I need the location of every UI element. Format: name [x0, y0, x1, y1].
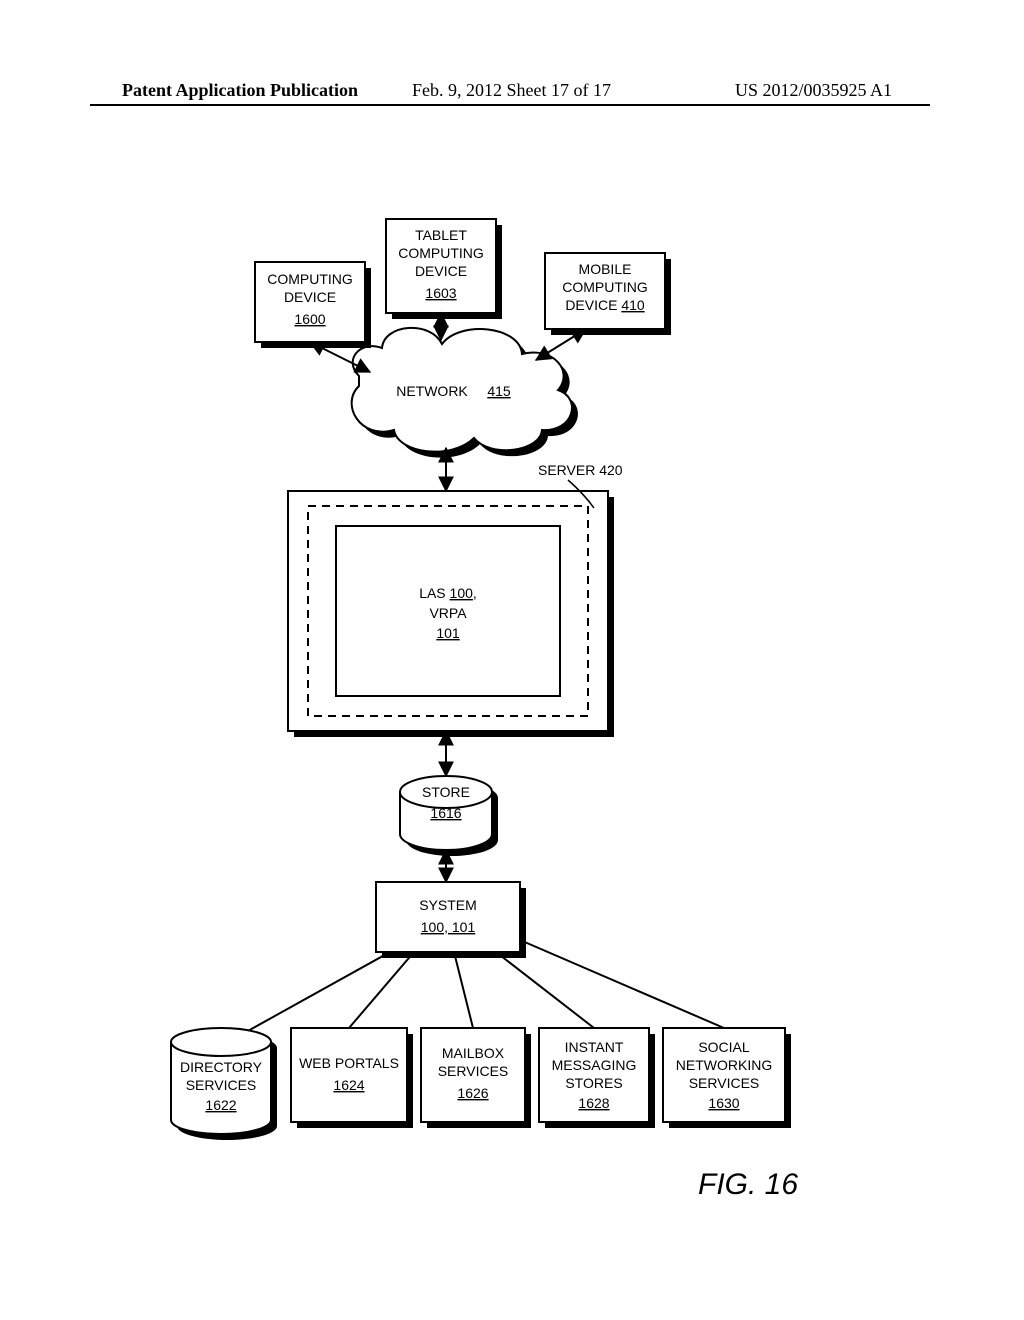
edge-system-web: [349, 952, 414, 1028]
social-line-0: SOCIAL: [698, 1039, 750, 1055]
im-ref: 1628: [578, 1095, 609, 1111]
im-line-2: STORES: [565, 1075, 622, 1091]
network-label: NETWORK: [396, 383, 468, 399]
dir-line-1: SERVICES: [186, 1077, 257, 1093]
server-content-line-0: LAS 100,: [419, 585, 477, 601]
system-label: SYSTEM: [419, 897, 477, 913]
instant-messaging-node: INSTANT MESSAGING STORES 1628: [539, 1028, 655, 1128]
mobile-line-2: DEVICE 410: [565, 297, 645, 313]
mobile-device-node: MOBILE COMPUTING DEVICE 410: [545, 253, 671, 335]
dir-line-0: DIRECTORY: [180, 1059, 263, 1075]
diagram-svg: NETWORK 415 COMPUTING DEVICE 1600 TABLET…: [0, 0, 1024, 1320]
web-portals-node: WEB PORTALS 1624: [291, 1028, 413, 1128]
page: Patent Application Publication Feb. 9, 2…: [0, 0, 1024, 1320]
server-node: LAS 100, VRPA 101: [288, 491, 614, 737]
server-content-line-1: VRPA: [429, 605, 467, 621]
tablet-line-1: COMPUTING: [398, 245, 484, 261]
system-node: SYSTEM 100, 101: [376, 882, 526, 958]
im-line-0: INSTANT: [565, 1039, 624, 1055]
edge-system-im: [496, 952, 594, 1028]
store-node: STORE 1616: [400, 776, 498, 856]
tablet-line-0: TABLET: [415, 227, 467, 243]
web-ref: 1624: [333, 1077, 364, 1093]
social-ref: 1630: [708, 1095, 739, 1111]
edge-system-mail: [454, 952, 473, 1028]
store-label: STORE: [422, 784, 470, 800]
network-cloud: NETWORK 415: [352, 328, 578, 458]
dir-ref: 1622: [205, 1097, 236, 1113]
store-ref: 1616: [430, 805, 461, 821]
mail-line-1: SERVICES: [438, 1063, 509, 1079]
im-line-1: MESSAGING: [552, 1057, 637, 1073]
social-line-1: NETWORKING: [676, 1057, 772, 1073]
server-label: SERVER 420: [538, 462, 623, 478]
mail-line-0: MAILBOX: [442, 1045, 505, 1061]
mobile-line-1: COMPUTING: [562, 279, 648, 295]
network-ref: 415: [487, 383, 511, 399]
computing-line-0: COMPUTING: [267, 271, 353, 287]
computing-ref: 1600: [294, 311, 325, 327]
computing-line-1: DEVICE: [284, 289, 336, 305]
server-content-ref: 101: [436, 625, 460, 641]
edge-system-dir: [246, 952, 390, 1032]
social-networking-node: SOCIAL NETWORKING SERVICES 1630: [663, 1028, 791, 1128]
computing-device-node: COMPUTING DEVICE 1600: [255, 262, 371, 348]
tablet-line-2: DEVICE: [415, 263, 467, 279]
social-line-2: SERVICES: [689, 1075, 760, 1091]
mail-ref: 1626: [457, 1085, 488, 1101]
edge-system-social: [520, 940, 724, 1028]
web-line-0: WEB PORTALS: [299, 1055, 399, 1071]
directory-services-node: DIRECTORY SERVICES 1622: [171, 1028, 277, 1140]
tablet-ref: 1603: [425, 285, 456, 301]
mobile-line-0: MOBILE: [579, 261, 632, 277]
system-ref: 100, 101: [421, 919, 476, 935]
mailbox-services-node: MAILBOX SERVICES 1626: [421, 1028, 531, 1128]
tablet-device-node: TABLET COMPUTING DEVICE 1603: [386, 219, 502, 319]
